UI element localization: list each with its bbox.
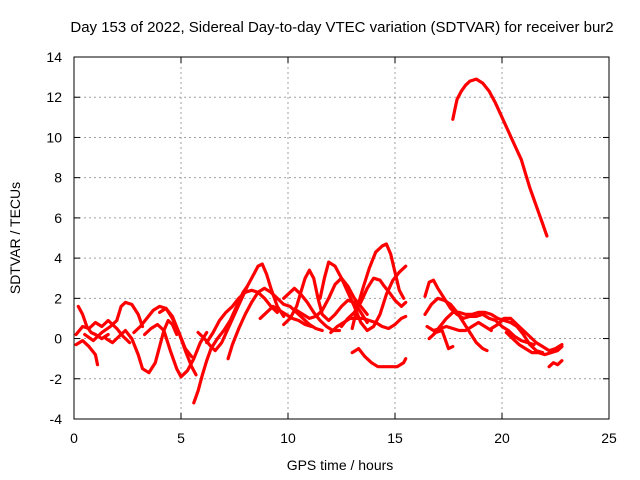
series-pass-29 [547, 359, 564, 369]
series-pass-12 [226, 286, 324, 361]
series-pass-02 [76, 304, 110, 341]
chart-title: Day 153 of 2022, Sidereal Day-to-day VTE… [70, 19, 613, 36]
y-tick-label: -2 [50, 371, 63, 387]
x-tick-label: 20 [494, 430, 510, 446]
series-layer [74, 77, 564, 405]
x-tick-label: 15 [387, 430, 403, 446]
series-pass-16 [295, 276, 369, 320]
series-pass-08 [158, 306, 198, 377]
series-pass-19 [339, 276, 408, 329]
x-tick-label: 0 [70, 430, 78, 446]
y-tick-label: -4 [50, 411, 63, 427]
x-tick-label: 5 [177, 430, 185, 446]
y-tick-label: 12 [46, 89, 62, 105]
y-axis-label: SDTVAR / TECUs [7, 182, 23, 294]
series-pass-21 [350, 347, 408, 369]
series-pass-13 [258, 304, 314, 329]
x-axis-label: GPS time / hours [287, 457, 394, 473]
series-pass-03 [74, 339, 100, 367]
y-tick-label: 4 [54, 250, 62, 266]
series-pass-22 [423, 278, 536, 347]
series-pass-05 [104, 318, 179, 375]
tick-layer: 0 5 10 15 20 25 -4 -2 0 2 4 6 8 10 12 14 [46, 49, 617, 446]
y-tick-label: 2 [54, 290, 62, 306]
x-tick-label: 10 [280, 430, 296, 446]
series-pass-28 [504, 330, 564, 357]
series-pass-30 [451, 77, 549, 238]
y-tick-label: 10 [46, 129, 62, 145]
series-pass-14 [282, 286, 341, 333]
y-tick-label: 14 [46, 49, 62, 65]
plot-frame [73, 56, 610, 420]
series-pass-25 [425, 320, 493, 333]
series-pass-27 [489, 316, 564, 353]
series-pass-04 [83, 300, 145, 343]
x-tick-label: 25 [601, 430, 617, 446]
y-tick-label: 0 [54, 331, 62, 347]
series-pass-07 [143, 322, 209, 379]
series-pass-11 [205, 288, 279, 345]
y-tick-label: 8 [54, 170, 62, 186]
series-pass-17 [318, 260, 408, 333]
series-pass-26 [427, 328, 455, 351]
series-pass-24 [431, 310, 545, 355]
series-pass-20 [350, 242, 406, 331]
y-tick-label: 6 [54, 210, 62, 226]
